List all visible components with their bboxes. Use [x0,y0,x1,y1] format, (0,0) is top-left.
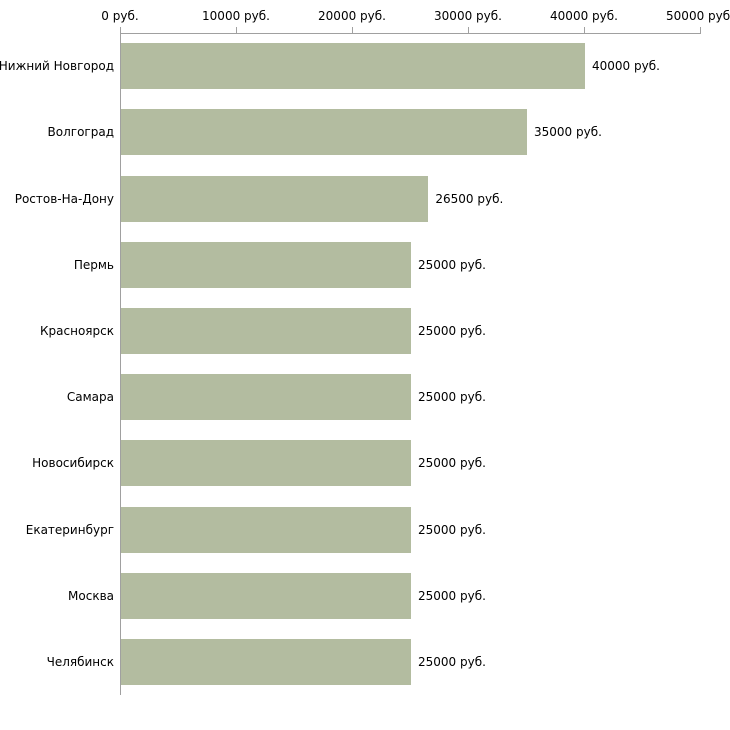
bar-row: 35000 руб. [121,99,730,165]
bar-row: 25000 руб. [121,232,730,298]
bar [121,307,411,354]
bar-value-label: 25000 руб. [418,456,486,471]
bar-row: 25000 руб. [121,563,730,629]
x-axis-line [120,33,701,34]
y-axis-line [120,33,121,695]
x-tick-label: 50000 руб. [666,9,730,23]
x-tick-mark [352,27,353,33]
category-label: Москва [68,588,114,603]
x-tick-label: 20000 руб. [318,9,386,23]
bar [121,572,411,619]
bar [121,43,585,90]
x-tick-mark [468,27,469,33]
bar [121,440,411,487]
x-tick-mark [120,27,121,33]
category-label: Самара [66,390,114,405]
bar [121,506,411,553]
bar [121,374,411,421]
bar-value-label: 25000 руб. [418,654,486,669]
bar-value-label: 25000 руб. [418,257,486,272]
bar [121,175,429,222]
category-label: Екатеринбург [25,522,114,537]
bar-value-label: 25000 руб. [418,588,486,603]
bar-value-label: 35000 руб. [534,125,602,140]
bar-row: 25000 руб. [121,629,730,695]
bar-row: 40000 руб. [121,33,730,99]
y-axis-category-labels: Нижний Новгород Волгоград Ростов-На-Дону Пе… [0,33,117,695]
x-tick-label: 40000 руб. [550,9,618,23]
bar-value-label: 26500 руб. [435,191,504,206]
x-tick-mark [236,27,237,33]
bar [121,109,527,156]
category-label: Новосибирск [32,456,114,471]
bar-value-label: 40000 руб. [592,59,660,74]
x-tick-mark [584,27,585,33]
bar-value-label: 25000 руб. [418,390,486,405]
category-label: Пермь [73,257,114,272]
category-label: Ростов-На-Дону [14,191,114,206]
bar-value-label: 25000 руб. [418,323,486,338]
bar-value-label: 25000 руб. [418,522,486,537]
x-tick-label: 30000 руб. [434,9,502,23]
x-tick-mark [700,27,701,33]
category-label: Челябинск [46,654,114,669]
category-label: Нижний Новгород [0,59,114,74]
bar-row: 25000 руб. [121,496,730,562]
bar-row: 25000 руб. [121,430,730,496]
category-label: Волгоград [47,125,114,140]
plot-area: 40000 руб. 35000 руб. 26500 руб. 25000 руб.… [121,33,730,695]
bar-row: 26500 руб. [121,165,730,231]
category-label: Красноярск [40,323,114,338]
bar [121,638,411,685]
bar [121,241,411,288]
x-tick-label: 10000 руб. [202,9,270,23]
bar-row: 25000 руб. [121,298,730,364]
x-tick-label: 0 руб. [101,9,139,23]
bar-row: 25000 руб. [121,364,730,430]
